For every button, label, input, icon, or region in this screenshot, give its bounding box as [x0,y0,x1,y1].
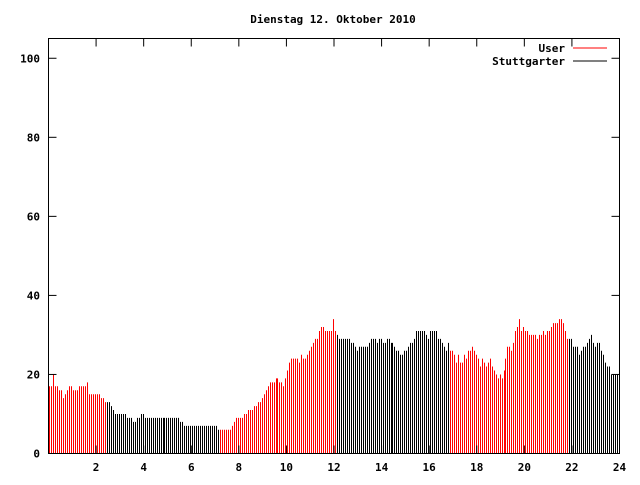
chart-title: Dienstag 12. Oktober 2010 [250,13,416,26]
x-tick-label: 22 [565,461,578,474]
x-tick-label: 2 [93,461,100,474]
x-tick-label: 18 [470,461,483,474]
x-tick-label: 10 [280,461,293,474]
x-tick-label: 14 [375,461,389,474]
x-tick-label: 6 [188,461,195,474]
y-tick-label: 80 [27,131,40,144]
y-tick-label: 100 [20,52,40,65]
x-tick-label: 12 [327,461,340,474]
y-tick-label: 20 [27,368,40,381]
y-tick-label: 40 [27,289,40,302]
x-axis: 2 4 6 8 10 12 14 16 18 20 22 24 [93,38,627,474]
legend-label-stuttgarter: Stuttgarter [492,55,565,68]
bars [49,319,620,454]
legend-label-user: User [539,42,566,55]
x-tick-label: 4 [140,461,147,474]
y-tick-label: 60 [27,210,40,223]
legend: User Stuttgarter [492,42,607,68]
x-tick-label: 20 [518,461,531,474]
y-axis: 0 20 40 60 80 100 [20,52,620,461]
x-tick-label: 8 [236,461,243,474]
y-tick-label: 0 [33,448,40,461]
x-tick-label: 16 [423,461,437,474]
x-tick-label: 24 [613,461,627,474]
